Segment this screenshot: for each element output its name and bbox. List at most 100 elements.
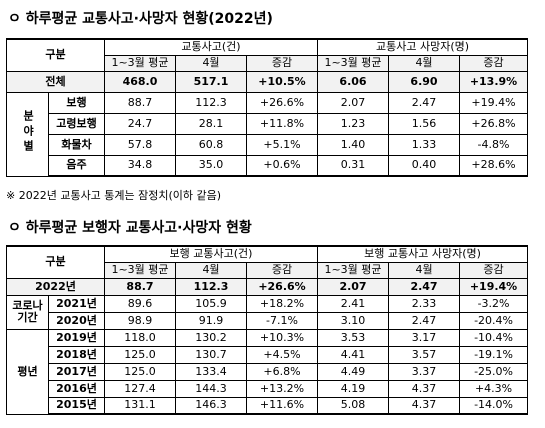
table-cell: 468.0 xyxy=(104,70,176,93)
table-cell: 98.9 xyxy=(104,311,176,330)
table-cell: 2.33 xyxy=(388,294,461,313)
table-cell: 517.1 xyxy=(175,70,247,93)
header-cell: 1~3월 평균 xyxy=(104,54,176,72)
table-cell: +6.8% xyxy=(245,362,319,381)
table-cell: 2.41 xyxy=(317,294,390,313)
table-cell: +18.2% xyxy=(245,294,319,313)
table-cell: 1.23 xyxy=(317,112,389,135)
table-cell: +19.4% xyxy=(458,91,529,114)
table-cell: 131.1 xyxy=(104,396,176,415)
header-cell: 교통사고 사망자(명) xyxy=(316,38,529,56)
row-label: 2019년 xyxy=(48,328,105,347)
table-cell: 1.33 xyxy=(388,133,460,156)
row-label: 전체 xyxy=(6,70,105,93)
row-label: 보행 xyxy=(48,91,105,114)
table-cell: 5.08 xyxy=(317,396,390,415)
header-cell: 4월 xyxy=(175,54,247,72)
header-cell: 보행 교통사고(건) xyxy=(103,245,319,263)
table-cell: 88.7 xyxy=(104,91,176,114)
table-cell: 1.40 xyxy=(317,133,389,156)
table-cell: 0.40 xyxy=(388,154,460,177)
header-cell: 구분 xyxy=(6,245,105,279)
header-cell: 1~3월 평균 xyxy=(317,261,390,279)
table-cell: 4.19 xyxy=(317,379,390,398)
table-cell: +19.4% xyxy=(459,277,529,296)
table-cell: 35.0 xyxy=(175,154,247,177)
header-cell: 4월 xyxy=(175,261,247,279)
table-cell: 4.49 xyxy=(317,362,390,381)
table-cell: -4.8% xyxy=(458,133,529,156)
row-label: 2022년 xyxy=(6,277,105,296)
group-label-text: 코로나 기간 xyxy=(12,299,43,324)
table-cell: 2.47 xyxy=(388,277,461,296)
table-cell: -20.4% xyxy=(459,311,529,330)
table-cell: 4.37 xyxy=(388,396,461,415)
header-cell: 4월 xyxy=(388,261,461,279)
row-label: 고령보행 xyxy=(48,112,105,135)
header-cell: 증감 xyxy=(458,54,529,72)
row-label: 2016년 xyxy=(48,379,105,398)
table-cell: 130.2 xyxy=(175,328,247,347)
table-cell: 3.37 xyxy=(388,362,461,381)
table-cell: -25.0% xyxy=(459,362,529,381)
table-cell: 34.8 xyxy=(104,154,176,177)
data-table: 구분 보행 교통사고(건) 보행 교통사고 사망자(명) 1~3월 평균 4월 증감 1~3… xyxy=(6,245,529,415)
row-label: 2017년 xyxy=(48,362,105,381)
table-cell: 146.3 xyxy=(175,396,247,415)
header-cell: 교통사고(건) xyxy=(104,38,318,56)
row-label: 2021년 xyxy=(48,294,105,313)
table-cell: +26.8% xyxy=(458,112,529,135)
table-cell: 4.37 xyxy=(388,379,461,398)
table-cell: 3.53 xyxy=(317,328,390,347)
table-cell: 2.07 xyxy=(317,91,389,114)
row-label: 2018년 xyxy=(48,345,105,364)
table-cell: +28.6% xyxy=(458,154,529,177)
section-title: ㅇ 하루평균 교통사고·사망자 현황(2022년) xyxy=(8,11,273,27)
header-cell: 보행 교통사고 사망자(명) xyxy=(317,245,529,263)
table-cell: +4.5% xyxy=(245,345,319,364)
header-cell: 증감 xyxy=(246,54,318,72)
table-cell: 2.47 xyxy=(388,311,461,330)
table-cell: 118.0 xyxy=(104,328,176,347)
table-cell: -14.0% xyxy=(459,396,529,415)
group-label: 코로나 기간 xyxy=(6,294,49,330)
table-cell: 125.0 xyxy=(104,345,176,364)
group-label-text: 평년 xyxy=(17,364,38,378)
table-cell: +4.3% xyxy=(459,379,529,398)
table-cell: 4.41 xyxy=(317,345,390,364)
row-label: 음주 xyxy=(48,154,105,177)
table-cell: 3.17 xyxy=(388,328,461,347)
group-label-text: 분야별 xyxy=(21,110,35,155)
group-label: 평년 xyxy=(6,328,49,415)
table-cell: +11.8% xyxy=(246,112,318,135)
table-cell: -7.1% xyxy=(245,311,319,330)
table-cell: 105.9 xyxy=(175,294,247,313)
row-label: 2015년 xyxy=(48,396,105,415)
table-cell: 3.10 xyxy=(317,311,390,330)
table-cell: +0.6% xyxy=(246,154,318,177)
table-cell: 130.7 xyxy=(175,345,247,364)
table-cell: -10.4% xyxy=(459,328,529,347)
table-cell: 1.56 xyxy=(388,112,460,135)
table-cell: 91.9 xyxy=(175,311,247,330)
table-cell: 60.8 xyxy=(175,133,247,156)
table-cell: +10.5% xyxy=(246,70,318,93)
header-cell: 증감 xyxy=(245,261,319,279)
table-cell: 6.06 xyxy=(317,70,389,93)
table-cell: 2.47 xyxy=(388,91,460,114)
table-cell: 133.4 xyxy=(175,362,247,381)
header-cell: 1~3월 평균 xyxy=(104,261,176,279)
table-cell: +26.6% xyxy=(246,91,318,114)
table-cell: -3.2% xyxy=(459,294,529,313)
table-cell: 127.4 xyxy=(104,379,176,398)
data-table: 구분 교통사고(건) 교통사고 사망자(명) 1~3월 평균 4월 증감 1~3월 평균 4월… xyxy=(6,38,529,177)
table-cell: +26.6% xyxy=(245,277,319,296)
group-label: 분야별 xyxy=(6,91,49,177)
table-cell: 24.7 xyxy=(104,112,176,135)
table-cell: 6.90 xyxy=(388,70,460,93)
header-cell: 4월 xyxy=(388,54,460,72)
table-cell: +13.9% xyxy=(458,70,529,93)
table-cell: +10.3% xyxy=(245,328,319,347)
table-cell: 89.6 xyxy=(104,294,176,313)
